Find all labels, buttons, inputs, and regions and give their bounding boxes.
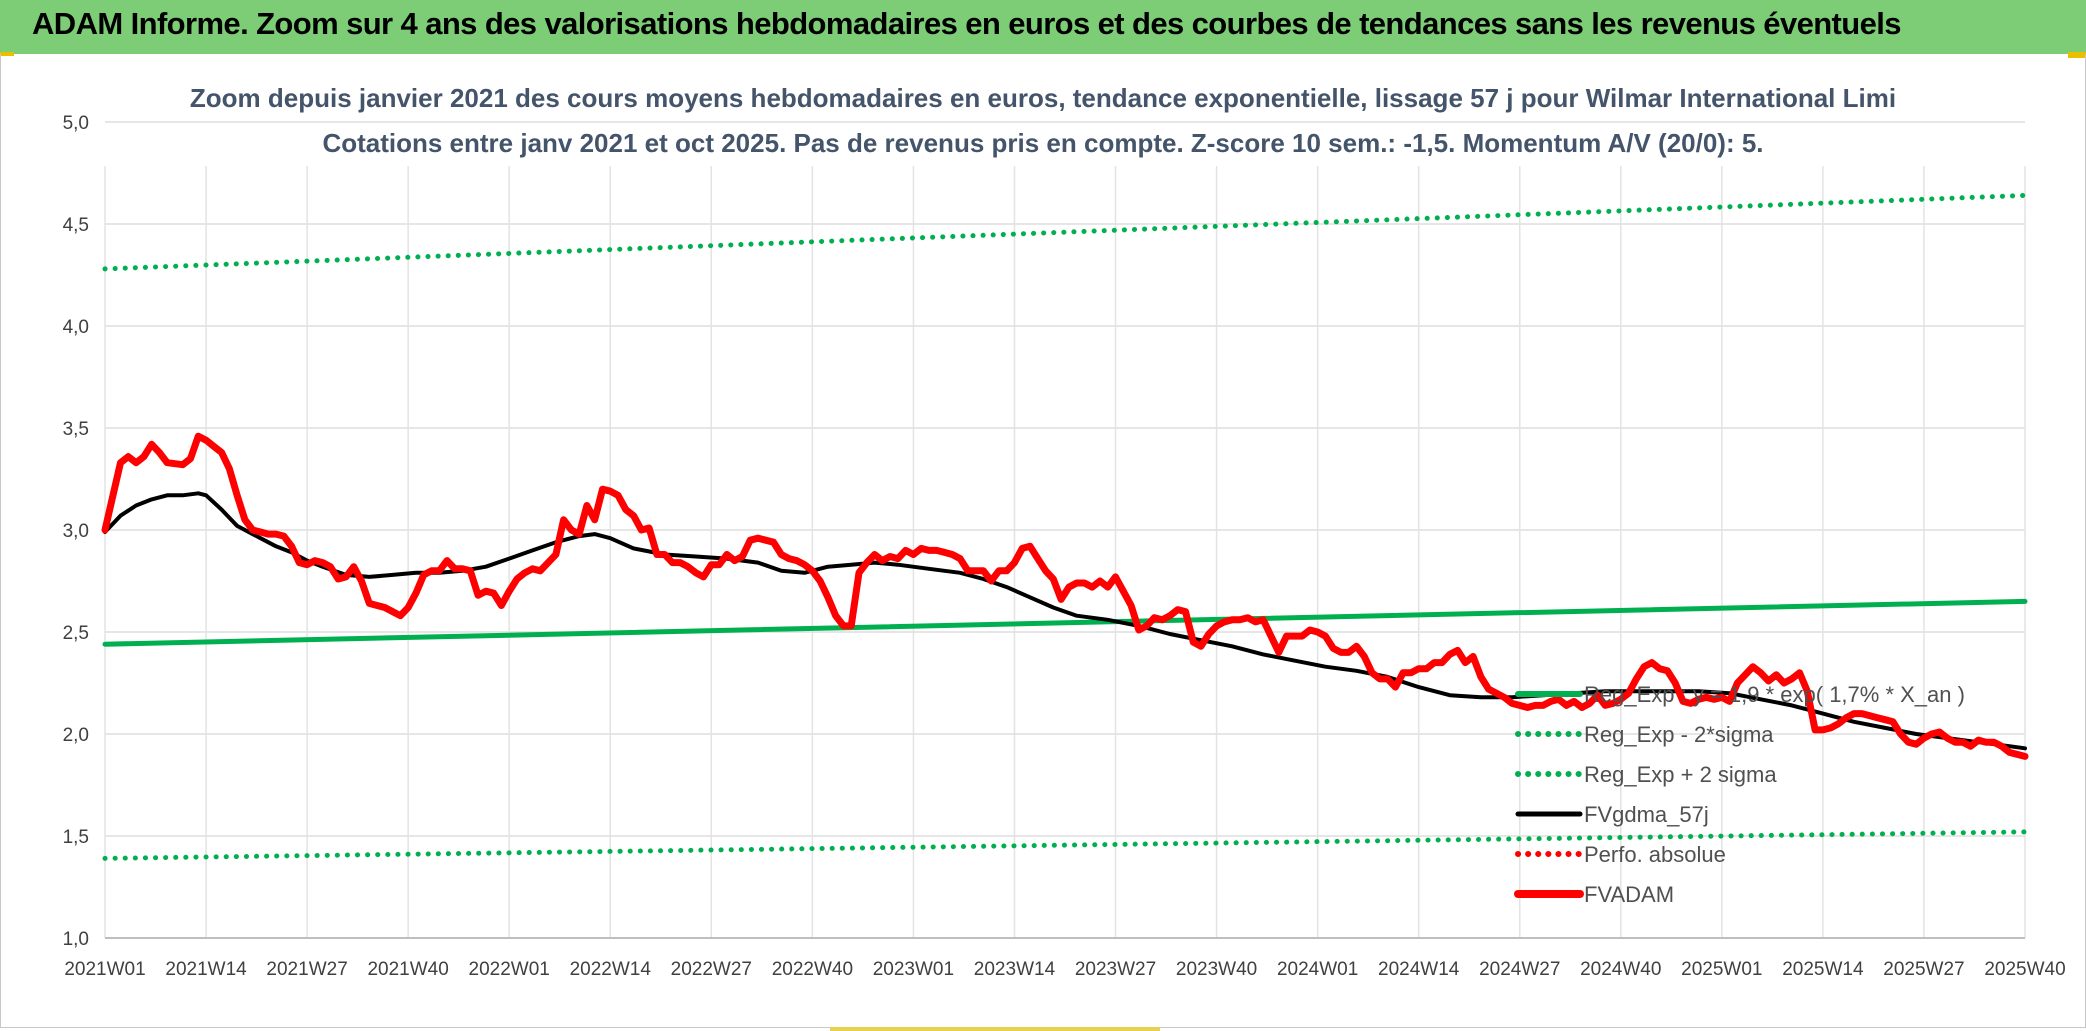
x-tick-label: 2024W01 [1277, 959, 1358, 980]
series-line-3 [103, 491, 2027, 751]
x-tick-label: 2023W27 [1075, 959, 1156, 980]
x-tick-label: 2021W40 [367, 959, 448, 980]
series-line-2 [102, 192, 2028, 272]
x-axis: 2021W01 2021W14 2021W27 2021W40 2022W01 2022W… [64, 959, 2065, 980]
legend-label-1: Reg_Exp - 2*sigma [1584, 722, 1774, 747]
chart-title-line1: Zoom depuis janvier 2021 des cours moyen… [190, 83, 1896, 113]
x-tick-label: 2021W01 [64, 959, 145, 980]
chart-title-line2: Cotations entre janv 2021 et oct 2025. P… [322, 128, 1763, 158]
legend-label-5: FVADAM [1584, 882, 1674, 907]
series-line-1 [102, 829, 2028, 861]
x-tick-label: 2025W14 [1782, 959, 1864, 980]
x-tick-label: 2025W40 [1984, 959, 2065, 980]
y-tick-label: 3,0 [63, 521, 89, 542]
y-tick-label: 2,0 [63, 725, 89, 746]
report-title: ADAM Informe. Zoom sur 4 ans des valoris… [32, 6, 1902, 41]
legend-label-2: Reg_Exp + 2 sigma [1584, 762, 1777, 787]
x-tick-label: 2022W14 [570, 959, 652, 980]
legend-label-4: Perfo. absolue [1584, 842, 1726, 867]
y-tick-label: 4,5 [63, 215, 89, 236]
corner-marker-right [2068, 52, 2086, 58]
legend-label-0: Reg_Exp : y = 1,9 * exp( 1,7% * X_an ) [1584, 682, 1965, 707]
x-tick-label: 2022W27 [671, 959, 752, 980]
bottom-marker [830, 1027, 1160, 1031]
x-tick-label: 2025W27 [1883, 959, 1964, 980]
x-tick-label: 2025W01 [1681, 959, 1762, 980]
grid [104, 121, 2026, 939]
y-tick-label: 4,0 [63, 317, 89, 338]
y-axis: 1,0 1,5 2,0 2,5 3,0 3,5 4,0 4,5 5,0 [63, 113, 89, 950]
y-tick-label: 1,0 [63, 929, 89, 950]
legend: Reg_Exp : y = 1,9 * exp( 1,7% * X_an ) Re… [1514, 682, 1965, 907]
x-tick-label: 2021W27 [266, 959, 347, 980]
series-line-0 [102, 598, 2028, 647]
x-tick-label: 2024W14 [1378, 959, 1460, 980]
x-tick-label: 2022W40 [772, 959, 853, 980]
x-tick-label: 2021W14 [165, 959, 247, 980]
x-tick-label: 2022W01 [469, 959, 550, 980]
series-group [101, 192, 2029, 861]
x-tick-label: 2023W40 [1176, 959, 1257, 980]
x-tick-label: 2024W40 [1580, 959, 1661, 980]
y-tick-label: 1,5 [63, 827, 89, 848]
report-banner: ADAM Informe. Zoom sur 4 ans des valoris… [0, 0, 2086, 54]
y-tick-label: 5,0 [63, 113, 89, 134]
x-tick-label: 2023W01 [873, 959, 954, 980]
corner-marker-left [0, 52, 14, 56]
x-tick-label: 2024W27 [1479, 959, 1560, 980]
series-line-5 [101, 432, 2029, 760]
y-tick-label: 3,5 [63, 419, 89, 440]
legend-label-3: FVgdma_57j [1584, 802, 1709, 827]
y-tick-label: 2,5 [63, 623, 89, 644]
x-tick-label: 2023W14 [974, 959, 1056, 980]
